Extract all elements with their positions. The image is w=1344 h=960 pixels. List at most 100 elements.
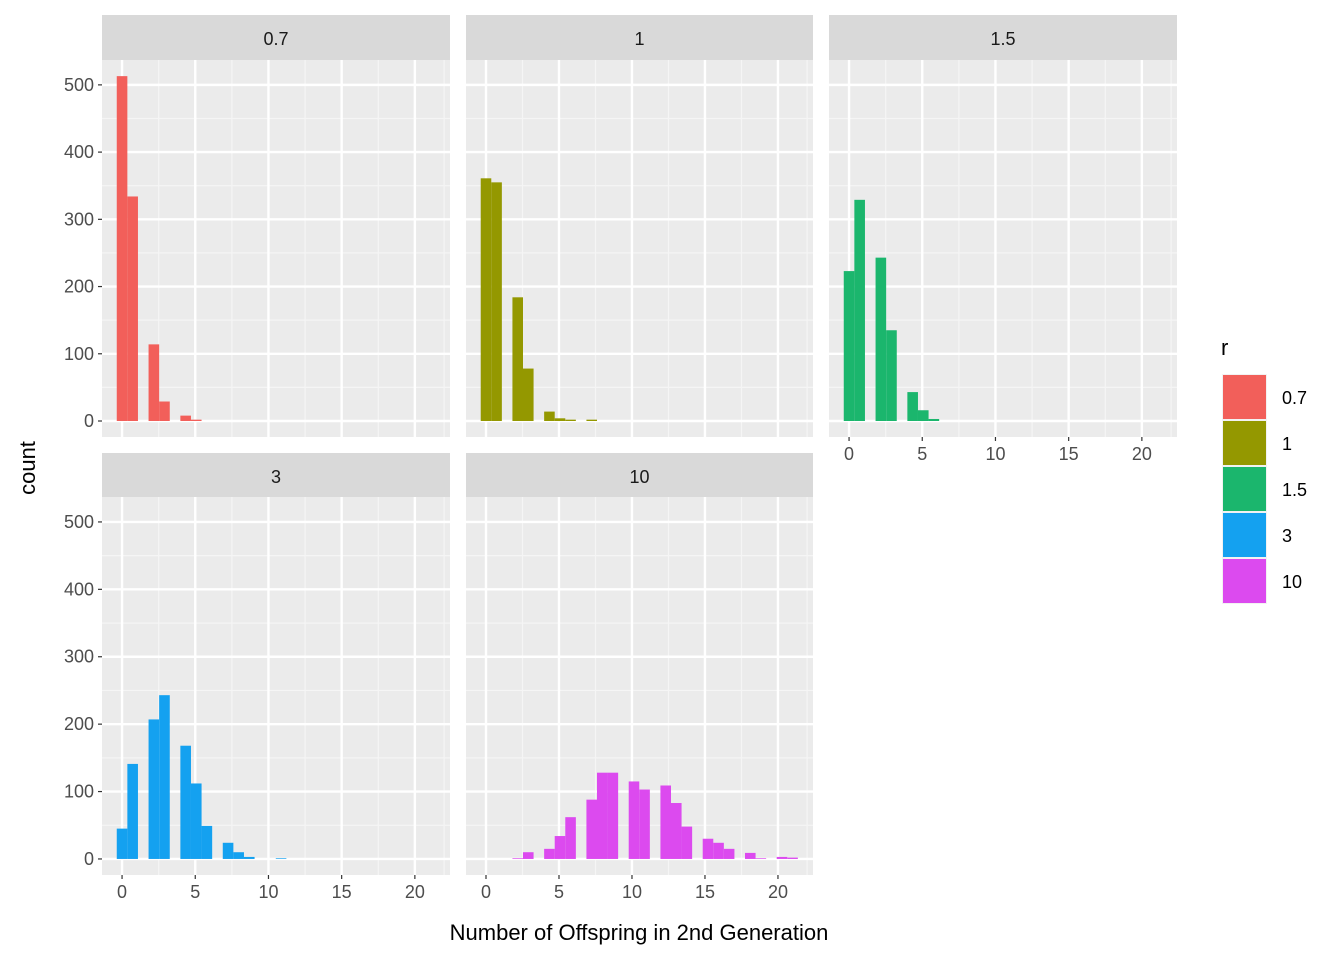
- legend-swatch: [1223, 421, 1266, 465]
- legend-swatch: [1223, 559, 1266, 603]
- histogram-bar: [586, 419, 597, 422]
- histogram-bar: [639, 789, 650, 859]
- facet-panel-3: 3 0 100 200 300 400 500 0 5 10 15 20: [64, 453, 450, 902]
- y-tick-label: 300: [64, 647, 94, 667]
- histogram-bar: [491, 182, 502, 422]
- histogram-bar: [233, 852, 244, 859]
- y-tick-label: 100: [64, 344, 94, 364]
- histogram-bar: [201, 825, 213, 859]
- histogram-bar: [148, 344, 160, 422]
- histogram-bar: [713, 842, 724, 859]
- y-tick-label: 500: [64, 75, 94, 95]
- facet-panel-0.7: 0.7 0 100 200 300 400 500: [64, 15, 450, 437]
- histogram-bar: [843, 271, 855, 422]
- facet-strip: [829, 15, 1177, 60]
- histogram-bar: [148, 719, 160, 859]
- facet-strip: [102, 15, 450, 60]
- histogram-bar: [917, 410, 929, 422]
- facet-strip-label: 3: [271, 467, 281, 487]
- x-tick-label: 10: [258, 882, 278, 902]
- facet-panel-10: 10 0 5 10 15 20: [466, 453, 813, 902]
- facet-strip: [466, 15, 813, 60]
- y-tick-label: 200: [64, 714, 94, 734]
- facet-strip-label: 1: [634, 29, 644, 49]
- y-tick-label: 500: [64, 512, 94, 532]
- histogram-bar: [116, 76, 128, 422]
- histogram-bar: [670, 803, 682, 859]
- histogram-bar: [787, 857, 798, 859]
- histogram-bar: [854, 199, 865, 422]
- histogram-bar: [544, 411, 555, 422]
- x-tick-label: 20: [405, 882, 425, 902]
- legend-label: 0.7: [1282, 388, 1307, 408]
- facet-strip-label: 10: [629, 467, 649, 487]
- x-tick-label: 15: [695, 882, 715, 902]
- panel-background: [102, 60, 450, 437]
- histogram-bar: [190, 783, 202, 859]
- x-tick-label: 15: [332, 882, 352, 902]
- histogram-bar: [480, 178, 492, 422]
- x-tick-label: 0: [481, 882, 491, 902]
- facet-strip: [466, 453, 813, 497]
- y-tick-label: 0: [84, 849, 94, 869]
- legend-swatch: [1223, 467, 1266, 511]
- y-axis-title: count: [15, 441, 40, 495]
- legend-label: 1: [1282, 434, 1292, 454]
- x-tick-label: 5: [917, 444, 927, 464]
- histogram-bar: [586, 799, 597, 859]
- legend-label: 1.5: [1282, 480, 1307, 500]
- x-tick-label: 5: [190, 882, 200, 902]
- histogram-bar: [776, 856, 788, 859]
- x-tick-label: 10: [985, 444, 1005, 464]
- x-tick-label: 20: [768, 882, 788, 902]
- histogram-bar: [180, 745, 191, 859]
- histogram-bar: [702, 838, 714, 859]
- histogram-bar: [190, 419, 202, 422]
- y-tick-label: 300: [64, 209, 94, 229]
- histogram-bar: [565, 817, 576, 859]
- histogram-bar: [512, 858, 523, 859]
- y-tick-label: 200: [64, 277, 94, 297]
- y-tick-label: 400: [64, 579, 94, 599]
- histogram-bar: [565, 419, 576, 422]
- x-tick-label: 20: [1132, 444, 1152, 464]
- legend: r 0.7 1 1.5 3 10: [1221, 335, 1307, 604]
- histogram-bar: [127, 196, 138, 422]
- histogram-bar: [522, 852, 534, 859]
- x-axis-title: Number of Offspring in 2nd Generation: [450, 920, 829, 945]
- facet-strip: [102, 453, 450, 497]
- histogram-bar: [928, 418, 940, 422]
- x-tick-label: 0: [117, 882, 127, 902]
- legend-title: r: [1221, 335, 1228, 360]
- histogram-bar: [628, 781, 640, 859]
- histogram-bar: [723, 848, 735, 859]
- histogram-bar: [180, 415, 191, 422]
- histogram-bar: [222, 842, 234, 859]
- histogram-bar: [544, 848, 555, 859]
- histogram-bar: [512, 297, 523, 422]
- x-tick-label: 10: [622, 882, 642, 902]
- x-tick-label: 15: [1059, 444, 1079, 464]
- histogram-bar: [127, 763, 138, 859]
- x-tick-label: 0: [844, 444, 854, 464]
- legend-swatch: [1223, 513, 1266, 557]
- histogram-bar: [681, 826, 693, 859]
- histogram-bar: [660, 785, 671, 859]
- histogram-bar: [159, 401, 170, 422]
- x-tick-label: 5: [554, 882, 564, 902]
- facet-panel-1: 1: [466, 15, 813, 437]
- histogram-bar: [607, 772, 619, 859]
- legend-swatch: [1223, 375, 1266, 419]
- y-tick-label: 100: [64, 782, 94, 802]
- histogram-bar: [554, 836, 566, 859]
- histogram-bar: [116, 828, 128, 859]
- legend-label: 3: [1282, 526, 1292, 546]
- histogram-bar: [522, 368, 534, 422]
- histogram-bar: [875, 257, 887, 422]
- y-tick-label: 0: [84, 411, 94, 431]
- facet-strip-label: 0.7: [263, 29, 288, 49]
- facet-strip-label: 1.5: [990, 29, 1015, 49]
- histogram-bar: [554, 418, 566, 422]
- histogram-bar: [596, 772, 608, 859]
- histogram-bar: [886, 330, 897, 422]
